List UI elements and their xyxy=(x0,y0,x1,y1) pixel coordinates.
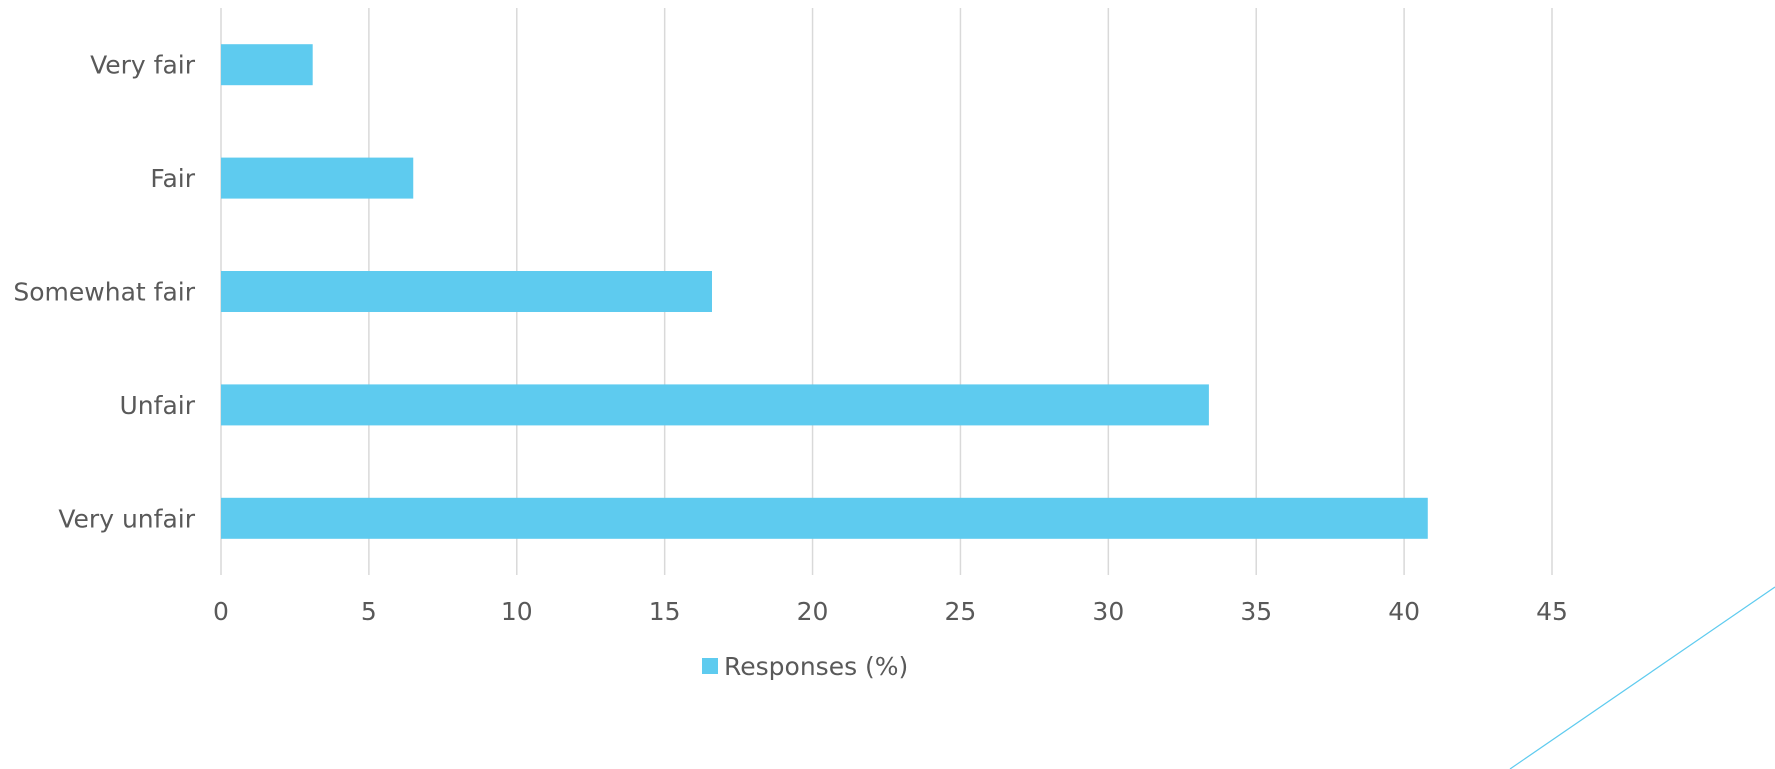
category-label: Very fair xyxy=(90,51,196,80)
x-tick-label: 25 xyxy=(945,597,977,626)
decorative-corner-line xyxy=(1509,586,1775,769)
category-label: Fair xyxy=(150,164,195,193)
bar-fair xyxy=(221,157,414,199)
x-tick-label: 40 xyxy=(1388,597,1420,626)
category-label: Unfair xyxy=(120,391,196,420)
bars xyxy=(221,44,1428,539)
bar-very-unfair xyxy=(221,497,1428,539)
x-tick-label: 35 xyxy=(1240,597,1272,626)
legend: Responses (%) xyxy=(702,652,908,681)
bar-somewhat-fair xyxy=(221,271,712,312)
x-tick-label: 15 xyxy=(649,597,681,626)
x-tick-labels: 0 5 10 15 20 25 30 35 40 45 xyxy=(213,597,1568,626)
x-tick-label: 10 xyxy=(501,597,533,626)
gridlines xyxy=(220,8,1553,575)
bar-very-fair xyxy=(221,44,313,86)
x-tick-label: 20 xyxy=(797,597,829,626)
category-label: Very unfair xyxy=(58,504,195,533)
category-label: Somewhat fair xyxy=(13,278,195,307)
x-tick-label: 0 xyxy=(213,597,229,626)
bar-unfair xyxy=(221,384,1209,426)
x-tick-label: 45 xyxy=(1536,597,1568,626)
x-tick-label: 5 xyxy=(361,597,377,626)
legend-swatch xyxy=(702,658,718,674)
x-tick-label: 30 xyxy=(1092,597,1124,626)
category-labels: Very fair Fair Somewhat fair Unfair Very unf… xyxy=(13,51,195,534)
legend-label: Responses (%) xyxy=(724,652,908,681)
